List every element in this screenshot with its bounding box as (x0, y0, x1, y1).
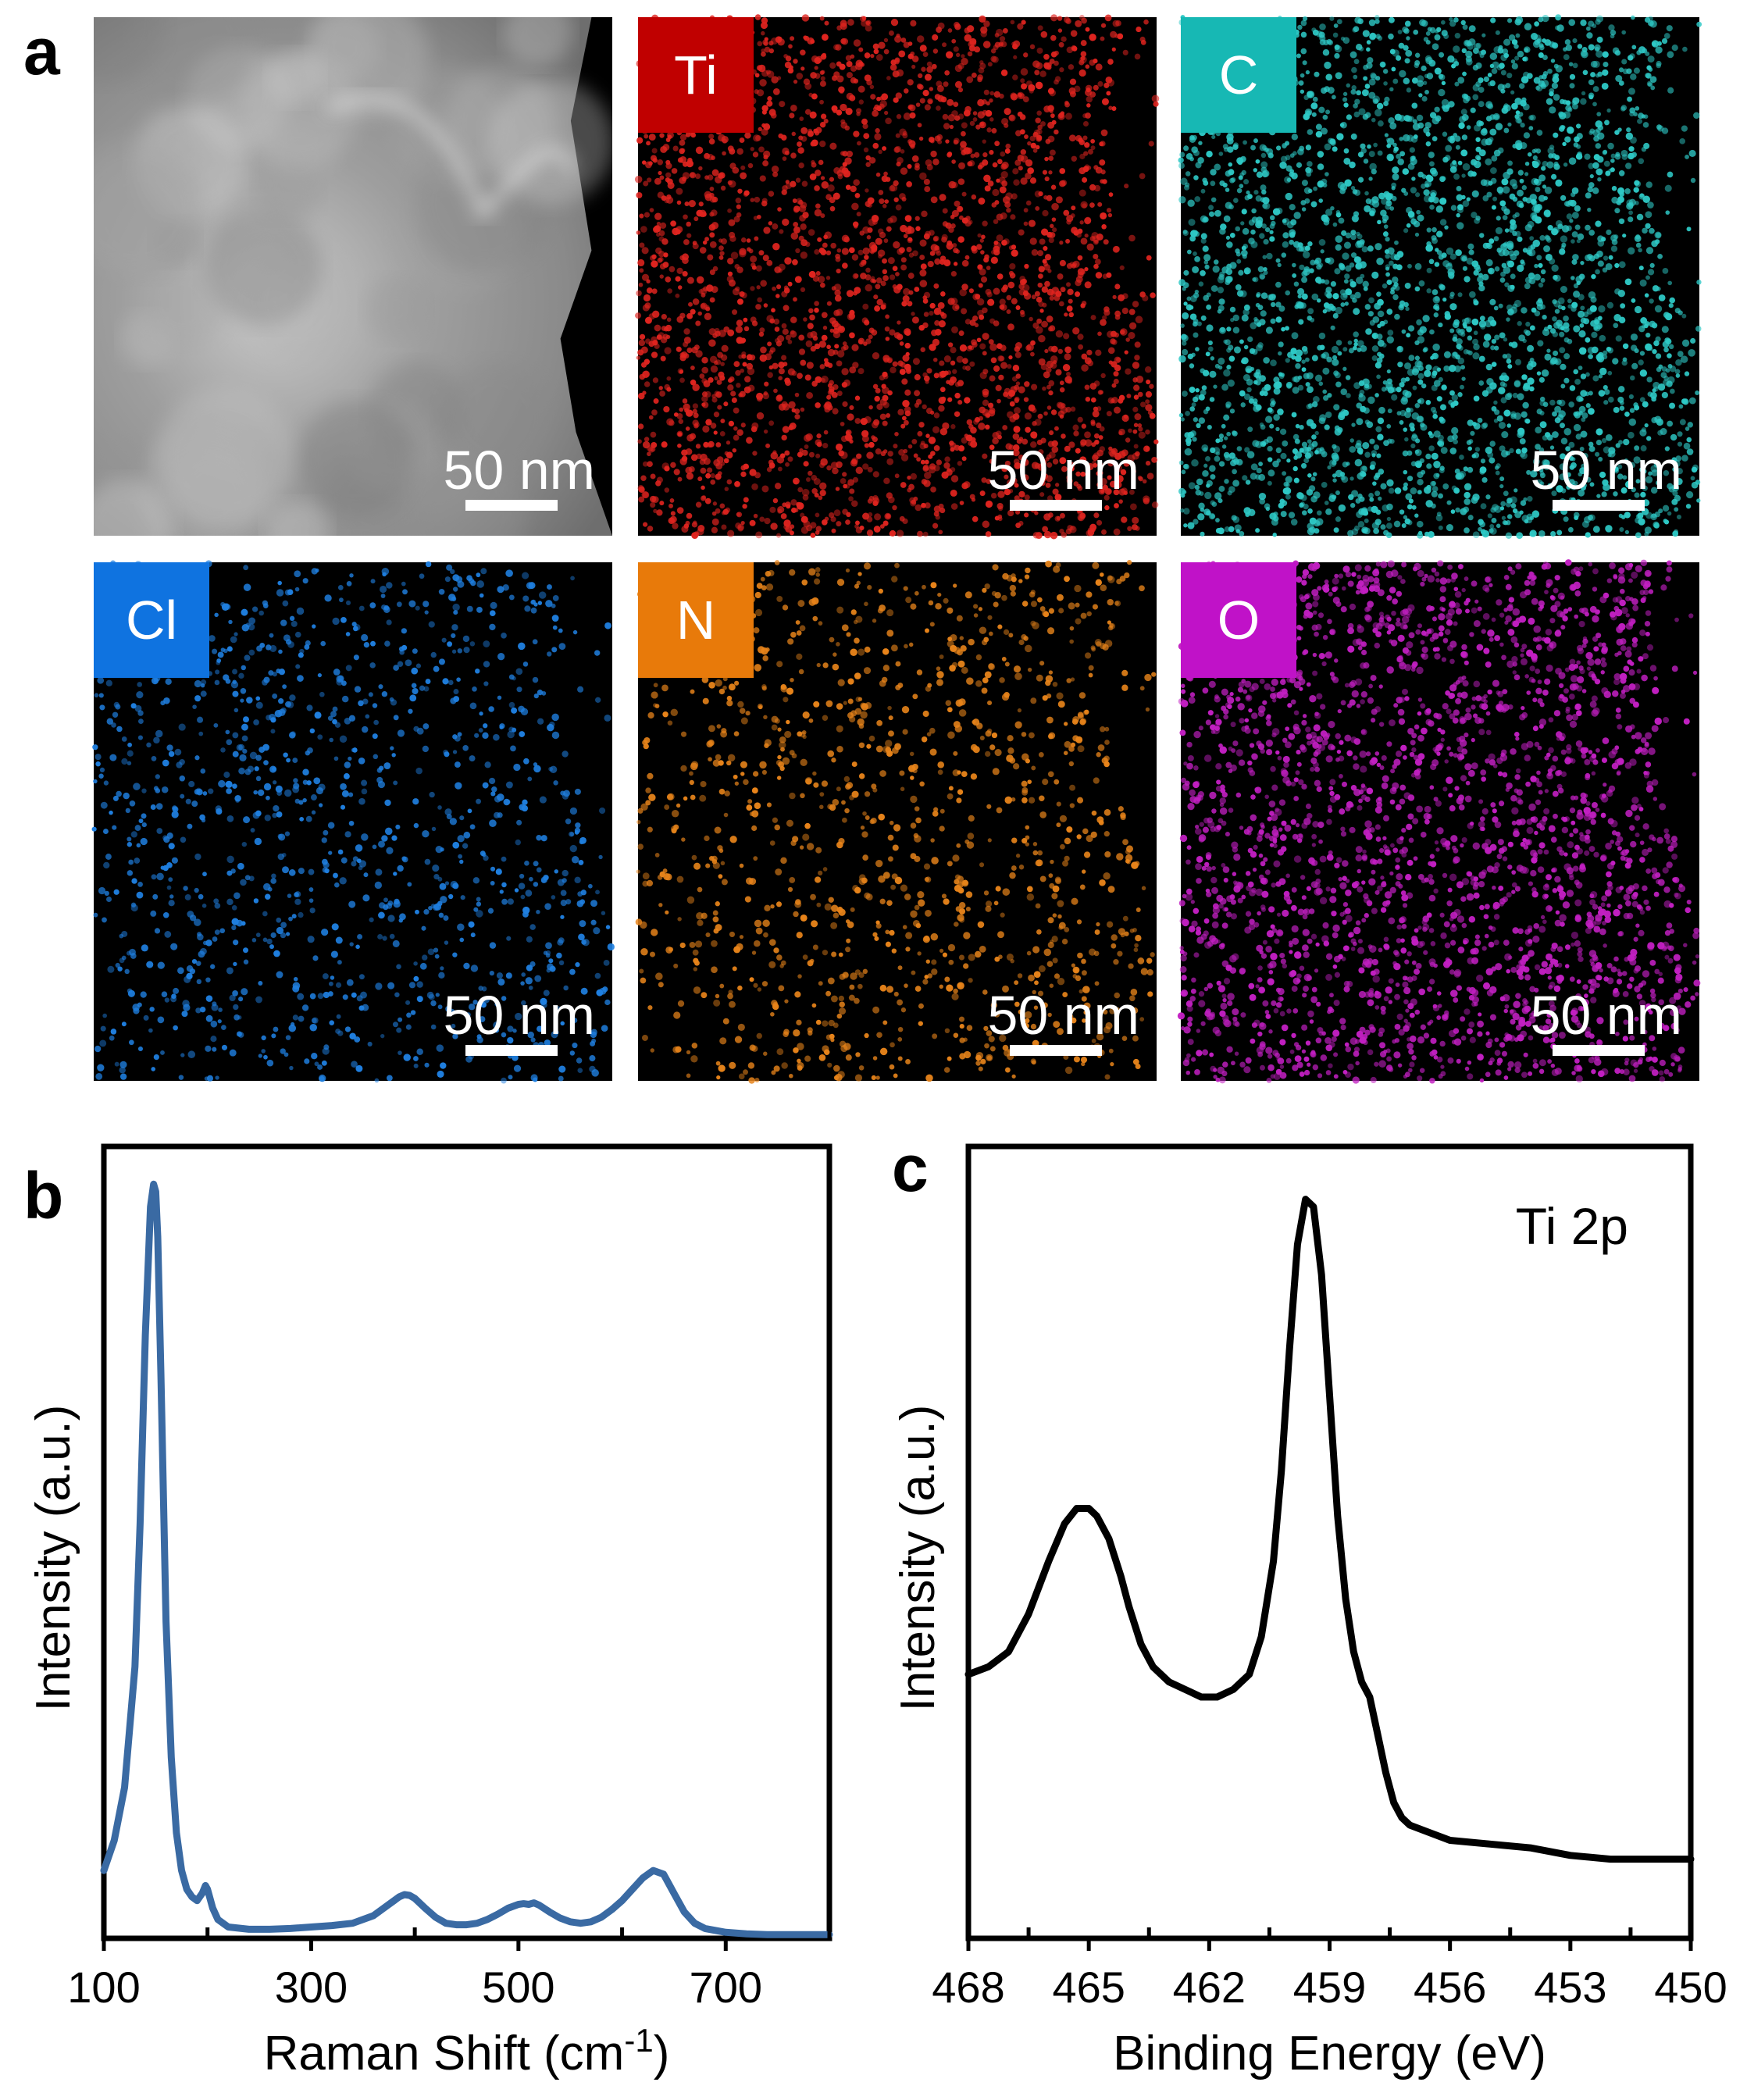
eds-tile-n: N 50 nm (635, 560, 1157, 1084)
texture-blob (503, 17, 573, 67)
element-label-box (638, 17, 754, 133)
texture-blob (363, 276, 429, 341)
eds-tile-haadf: 50 nm (94, 17, 612, 536)
x-tick-label: 456 (1414, 1963, 1486, 2012)
texture-blob (94, 435, 143, 487)
xps-chart: 468 465 462 459 456 453 450 Binding Energy (eV)… (891, 1143, 1727, 2080)
element-label: Cl (126, 590, 177, 651)
raman-chart: 100 300 500 700 Raman Shift (cm-1) Intensity … (27, 1143, 833, 2081)
texture-blob (94, 17, 166, 82)
texture-blob (204, 208, 322, 326)
x-axis-label-text: Raman Shift (cm (264, 2027, 625, 2080)
scale-bar (1010, 500, 1102, 511)
element-label-box (1181, 17, 1296, 133)
texture-blob (94, 137, 205, 277)
scale-bar-label: 50 nm (443, 440, 595, 501)
x-tick-label: 700 (690, 1963, 762, 2012)
eds-tile-o: O 50 nm (1177, 559, 1701, 1084)
plot-frame (965, 1143, 1694, 1941)
texture-blob (298, 401, 415, 518)
x-tick-label: 450 (1654, 1963, 1727, 2012)
texture-blob (139, 262, 225, 348)
panel-c-letter: c (892, 1132, 929, 1205)
element-label: N (676, 590, 716, 651)
eds-tile-ti: Ti 50 nm (634, 14, 1160, 540)
element-label-box (1181, 562, 1296, 678)
eds-tile-cl: Cl 50 nm (91, 560, 615, 1084)
x-tick-label: 500 (482, 1963, 554, 2012)
scale-bar (465, 1045, 558, 1056)
x-tick-label: 300 (275, 1963, 348, 2012)
spectrum-line (100, 1180, 833, 1938)
panel-b-letter: b (23, 1159, 63, 1232)
eds-tile-c: C 50 nm (1178, 14, 1702, 540)
x-axis-label-end: ) (654, 2027, 670, 2080)
x-axis-label: Binding Energy (eV) (1113, 2027, 1546, 2080)
texture-blob (267, 50, 323, 105)
x-tick-label: 468 (932, 1963, 1004, 2012)
texture-blob (440, 362, 551, 474)
x-axis-label: Raman Shift (cm-1) (264, 2022, 670, 2081)
scale-bar-label: 50 nm (443, 985, 595, 1046)
scale-bar-label: 50 nm (987, 985, 1139, 1046)
element-signal (635, 560, 1157, 1084)
texture-blob (155, 387, 295, 526)
peak-annotation: Ti 2p (1516, 1197, 1628, 1255)
element-signal (634, 14, 1160, 540)
scale-bar (1553, 500, 1645, 511)
texture-blob (264, 500, 330, 536)
element-label-box (638, 562, 754, 678)
x-axis-label-text: Binding Energy (eV) (1113, 2027, 1546, 2080)
x-tick-label: 465 (1052, 1963, 1125, 2012)
spectrum-line (964, 1196, 1695, 1863)
x-axis-label-superscript: -1 (624, 2022, 653, 2059)
scale-bar (1010, 1045, 1102, 1056)
x-tick-label: 100 (67, 1963, 140, 2012)
plot-frame (101, 1143, 832, 1941)
element-label: O (1218, 590, 1260, 651)
scale-bar-label: 50 nm (1530, 985, 1682, 1046)
element-label: Ti (674, 45, 718, 105)
x-tick-label: 453 (1534, 1963, 1606, 2012)
scale-bar-label: 50 nm (1530, 440, 1682, 501)
y-axis-label: Intensity (a.u.) (27, 1405, 80, 1712)
scale-bar (1553, 1045, 1645, 1056)
element-label-box (94, 562, 209, 678)
scale-bar (465, 500, 558, 511)
scale-bar-label: 50 nm (987, 440, 1139, 501)
x-tick-label: 462 (1173, 1963, 1246, 2012)
element-label: C (1219, 45, 1259, 105)
y-axis-label: Intensity (a.u.) (891, 1405, 945, 1712)
texture-blob (94, 479, 174, 536)
eds-map-grid: 50 nm Ti 50 nm C 50 nm Cl 50 nm N 50 nm O 50 nm (91, 14, 1702, 1084)
particle-edge (325, 94, 575, 222)
x-tick-label: 459 (1293, 1963, 1366, 2012)
panel-a-letter: a (23, 15, 61, 88)
